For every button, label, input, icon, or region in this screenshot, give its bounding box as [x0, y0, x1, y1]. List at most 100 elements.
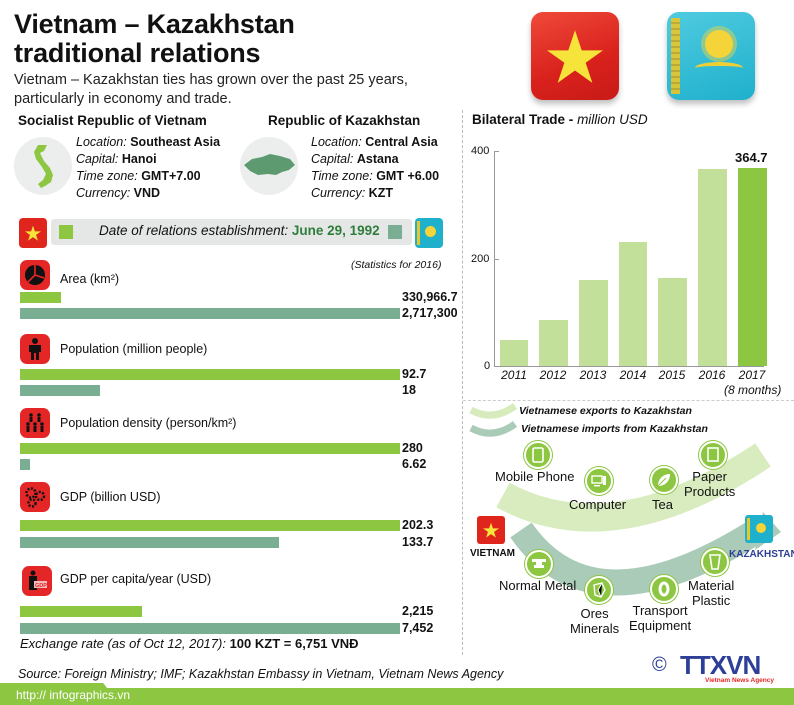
- area-bar-kazakhstan: [20, 308, 400, 319]
- exchange-rate: Exchange rate (as of Oct 12, 2017): 100 …: [20, 636, 359, 651]
- kazakhstan-flag-marker-icon: [745, 515, 773, 543]
- transport-label-2: Equipment: [629, 618, 692, 633]
- paper-icon: [699, 441, 727, 469]
- page-title: Vietnam – Kazakhstan traditional relatio…: [14, 10, 295, 68]
- paper-label-1: Paper: [692, 469, 727, 484]
- stat-label-gdp: GDP (billion USD): [60, 490, 161, 504]
- person-icon: [20, 334, 50, 364]
- footer-url-tab: [0, 683, 120, 705]
- population-bar-vietnam: [20, 369, 400, 380]
- location-label: Location:: [76, 135, 127, 149]
- area-value-vietnam: 330,966.7: [402, 290, 458, 304]
- mobile-phone-icon: [524, 441, 552, 469]
- vietnam-currency: VND: [133, 186, 161, 200]
- kazakhstan-flag-small-icon: [415, 218, 443, 248]
- chart-bar-2011: [500, 340, 528, 366]
- ores-label-2: Minerals: [570, 621, 620, 636]
- x-label-2014: 2014: [619, 368, 647, 382]
- kazakhstan-heading: Republic of Kazakhstan: [268, 113, 421, 128]
- export-mobile-phone: Mobile Phone: [495, 469, 575, 484]
- gdp-value-vietnam: 202.3: [402, 518, 434, 532]
- ttxvn-logo-subtitle: Vietnam News Agency: [705, 677, 774, 684]
- vietnam-capital: Hanoi: [121, 152, 157, 166]
- chart-bar-2017: [738, 168, 767, 366]
- kazakhstan-legend-swatch: [388, 225, 402, 239]
- transport-label-1: Transport: [632, 603, 688, 618]
- x-label-2016: 2016: [698, 368, 726, 382]
- paper-label-2: Products: [684, 484, 736, 499]
- x-label-2017: 2017: [738, 368, 766, 382]
- vietnam-heading: Socialist Republic of Vietnam: [18, 113, 207, 128]
- gdp-bar-vietnam: [20, 520, 400, 531]
- svg-text:GDP: GDP: [35, 583, 47, 589]
- section-divider: [463, 400, 794, 401]
- capital-label: Capital:: [311, 152, 354, 166]
- exchange-rate-label: Exchange rate (as of Oct 12, 2017):: [20, 636, 226, 651]
- y-tick-label-200: 200: [471, 253, 490, 265]
- gears-icon: [20, 482, 50, 512]
- gdp-per-capita-value-kazakhstan: 7,452: [402, 621, 434, 635]
- area-value-kazakhstan: 2,717,300: [402, 306, 458, 320]
- crowd-icon: [20, 408, 50, 438]
- import-transport-equipment: Transport Equipment: [629, 603, 691, 633]
- export-tea: Tea: [652, 497, 673, 512]
- chart-bar-2016: [698, 169, 727, 366]
- gdp-per-capita-bar-kazakhstan: [20, 623, 400, 634]
- footer-bar: [0, 688, 794, 705]
- gdp-value-kazakhstan: 133.7: [402, 535, 434, 549]
- density-value-kazakhstan: 6.62: [402, 457, 427, 471]
- x-axis: [494, 366, 764, 367]
- import-ores-minerals: Ores Minerals: [570, 606, 619, 636]
- export-paper-products: Paper Products: [684, 469, 735, 499]
- currency-label: Currency:: [311, 186, 366, 200]
- anvil-icon: [525, 550, 553, 578]
- kazakhstan-info: Location: Central Asia Capital: Astana T…: [311, 134, 439, 202]
- copyright-icon: ©: [652, 654, 667, 676]
- density-value-vietnam: 280: [402, 441, 423, 455]
- stat-label-gdp-per-capita: GDP per capita/year (USD): [60, 572, 212, 586]
- y-tick-label-0: 0: [484, 360, 491, 372]
- kazakhstan-location: Central Asia: [365, 135, 438, 149]
- vietnam-flag-small-icon: [19, 218, 47, 248]
- import-material-plastic: Material Plastic: [688, 578, 734, 608]
- population-value-vietnam: 92.7: [402, 367, 427, 381]
- title-line-2: traditional relations: [14, 38, 261, 68]
- kazakhstan-capital: Astana: [356, 152, 399, 166]
- computer-icon: [585, 467, 613, 495]
- area-bar-vietnam: [20, 292, 61, 303]
- chart-bar-2013: [579, 280, 608, 366]
- gdp-per-capita-bar-vietnam: [20, 606, 142, 617]
- capital-label: Capital:: [76, 152, 119, 166]
- column-divider: [462, 110, 463, 655]
- x-label-2011: 2011: [501, 368, 527, 382]
- ores-label-1: Ores: [580, 606, 609, 621]
- stat-label-density: Population density (person/km²): [60, 416, 237, 430]
- population-value-kazakhstan: 18: [402, 383, 416, 397]
- kazakhstan-label: KAZAKHSTAN: [729, 549, 794, 560]
- x-label-2012: 2012: [539, 368, 567, 382]
- stat-label-area: Area (km²): [60, 272, 120, 286]
- gdp-per-capita-value-vietnam: 2,215: [402, 604, 434, 618]
- title-line-1: Vietnam – Kazakhstan: [14, 9, 295, 39]
- pie-chart-icon: [20, 260, 50, 290]
- plastic-label-1: Material: [688, 578, 735, 593]
- location-label: Location:: [311, 135, 362, 149]
- gdp-bar-kazakhstan: [20, 537, 279, 548]
- kazakhstan-map-icon: [240, 137, 298, 195]
- footer-url-link[interactable]: http:// infographics.vn: [16, 688, 131, 702]
- relations-date-value: June 29, 1992: [291, 223, 380, 238]
- vietnam-map-icon: [14, 137, 72, 195]
- y-tick-200: [494, 259, 499, 260]
- source-text: Source: Foreign Ministry; IMF; Kazakhsta…: [18, 667, 504, 681]
- import-normal-metal: Normal Metal: [499, 578, 577, 593]
- chart-value-label-2017: 364.7: [735, 150, 768, 165]
- density-bar-vietnam: [20, 443, 400, 454]
- y-axis: [494, 151, 495, 366]
- chart-title-main: Bilateral Trade -: [472, 112, 574, 127]
- chart-bar-2015: [658, 278, 687, 366]
- subtitle-line-2: particularly in economy and trade.: [14, 91, 232, 107]
- vietnam-timezone: GMT+7.00: [141, 169, 201, 183]
- y-tick-400: [494, 151, 499, 152]
- population-bar-kazakhstan: [20, 385, 100, 396]
- vietnam-label: VIETNAM: [470, 548, 515, 559]
